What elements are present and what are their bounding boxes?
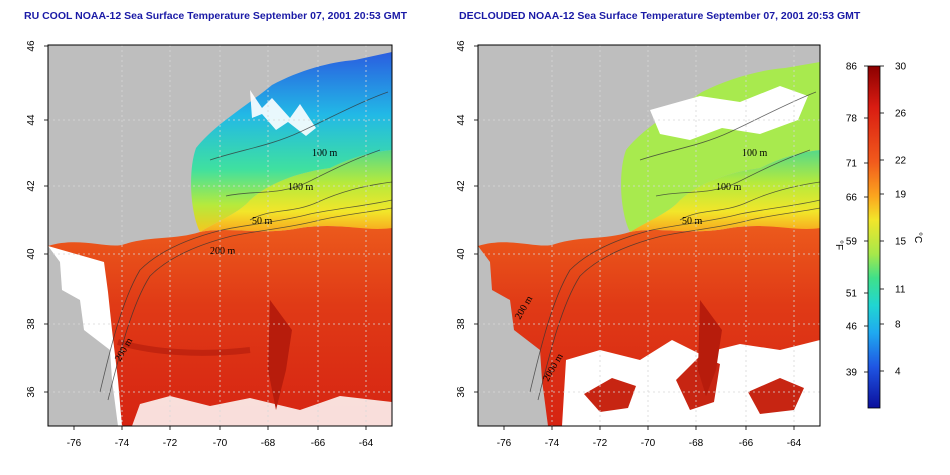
map-frame (477, 44, 821, 427)
lat-tick-label: 38 (456, 318, 467, 330)
gulf-of-maine-cold-water (191, 52, 392, 232)
celsius-tick-label: 11 (895, 285, 906, 296)
contour-label: 100 m (716, 182, 742, 193)
fahrenheit-tick-label: 66 (846, 193, 858, 204)
contour-label: 100 m (742, 148, 768, 159)
graticule (48, 45, 392, 426)
lon-tick-label: -74 (545, 438, 560, 449)
declouded-axis-ticks: 46 44 42 40 38 36 -76 -74 -72 -70 -68 -66 -64 (456, 40, 802, 449)
celsius-tick-label: 30 (895, 62, 907, 73)
celsius-tick-label: 15 (895, 237, 907, 248)
contour-label: 200 m (210, 246, 236, 257)
celsius-tick-label: 22 (895, 156, 907, 167)
lon-tick-label: -72 (593, 438, 608, 449)
lon-tick-label: -72 (163, 438, 178, 449)
lon-tick-label: -68 (689, 438, 704, 449)
lat-tick-label: 44 (456, 114, 467, 126)
lat-tick-label: 36 (456, 386, 467, 398)
lat-tick-label: 40 (456, 248, 467, 260)
lon-tick-label: -68 (261, 438, 276, 449)
lat-tick-label: 42 (456, 180, 467, 192)
lon-tick-label: -70 (641, 438, 656, 449)
fahrenheit-tick-label: 46 (846, 322, 858, 333)
sst-patch (584, 378, 636, 412)
fahrenheit-tick-label: 51 (846, 289, 858, 300)
lat-tick-label: 46 (456, 40, 467, 52)
rucool-title: RU COOL NOAA-12 Sea Surface Temperature … (24, 10, 408, 22)
slope-water (200, 150, 392, 232)
lon-tick-label: -64 (787, 438, 802, 449)
lon-tick-label: -66 (739, 438, 754, 449)
coastline-land (478, 246, 548, 426)
cloud-patch (250, 90, 316, 136)
celsius-tick-label: 26 (895, 109, 907, 120)
contour-label: 100 m (312, 148, 338, 159)
contour-label: 50 m (682, 216, 703, 227)
lon-tick-label: -76 (497, 438, 512, 449)
contour-label: 50 m (252, 216, 273, 227)
fahrenheit-unit-label: °F (833, 240, 844, 250)
lon-tick-label: -70 (213, 438, 228, 449)
cold-core-eddy-streak (268, 300, 292, 410)
lat-tick-label: 42 (26, 180, 37, 192)
contour-label: 100 m (288, 182, 314, 193)
celsius-tick-label: 19 (895, 190, 907, 201)
fahrenheit-tick-label: 39 (846, 368, 858, 379)
lon-tick-label: -74 (115, 438, 130, 449)
celsius-tick-label: 4 (895, 367, 901, 378)
graticule (478, 45, 820, 426)
rucool-sst-map: 100 m 100 m 50 m 200 m 200 m (47, 44, 393, 427)
cloud-mask (650, 86, 808, 140)
lat-tick-label: 36 (26, 386, 37, 398)
lat-tick-label: 46 (26, 40, 37, 52)
rucool-axis-ticks: 46 44 42 40 38 36 -76 -74 -72 -70 -68 -66 -64 (26, 40, 374, 449)
fahrenheit-tick-label: 71 (846, 159, 858, 170)
celsius-tick-label: 8 (895, 320, 901, 331)
fahrenheit-tick-label: 86 (846, 62, 858, 73)
temperature-colorbar: °F °C 86 78 71 66 59 51 46 39 30 26 22 19 15 11 8 4 (833, 62, 923, 409)
lat-tick-label: 40 (26, 248, 37, 260)
lon-tick-label: -76 (67, 438, 82, 449)
fahrenheit-tick-label: 59 (846, 237, 858, 248)
lon-tick-label: -64 (359, 438, 374, 449)
eddy-filament (117, 339, 251, 356)
colorbar-gradient (867, 65, 881, 409)
lon-tick-label: -66 (311, 438, 326, 449)
declouded-sst-map: 100 m 100 m 50 m 2000 m 200 m (477, 44, 821, 427)
fahrenheit-tick-label: 78 (846, 114, 858, 125)
slope-water (630, 150, 820, 232)
southern-cloud-edge (132, 396, 392, 426)
declouded-title: DECLOUDED NOAA-12 Sea Surface Temperatur… (459, 10, 861, 22)
lat-tick-label: 44 (26, 114, 37, 126)
lat-tick-label: 38 (26, 318, 37, 330)
bathymetry-contours (99, 91, 393, 401)
celsius-unit-label: °C (912, 232, 923, 243)
bathymetry-contours (529, 91, 821, 401)
coastline-land (48, 246, 118, 426)
sst-patch (748, 378, 804, 414)
